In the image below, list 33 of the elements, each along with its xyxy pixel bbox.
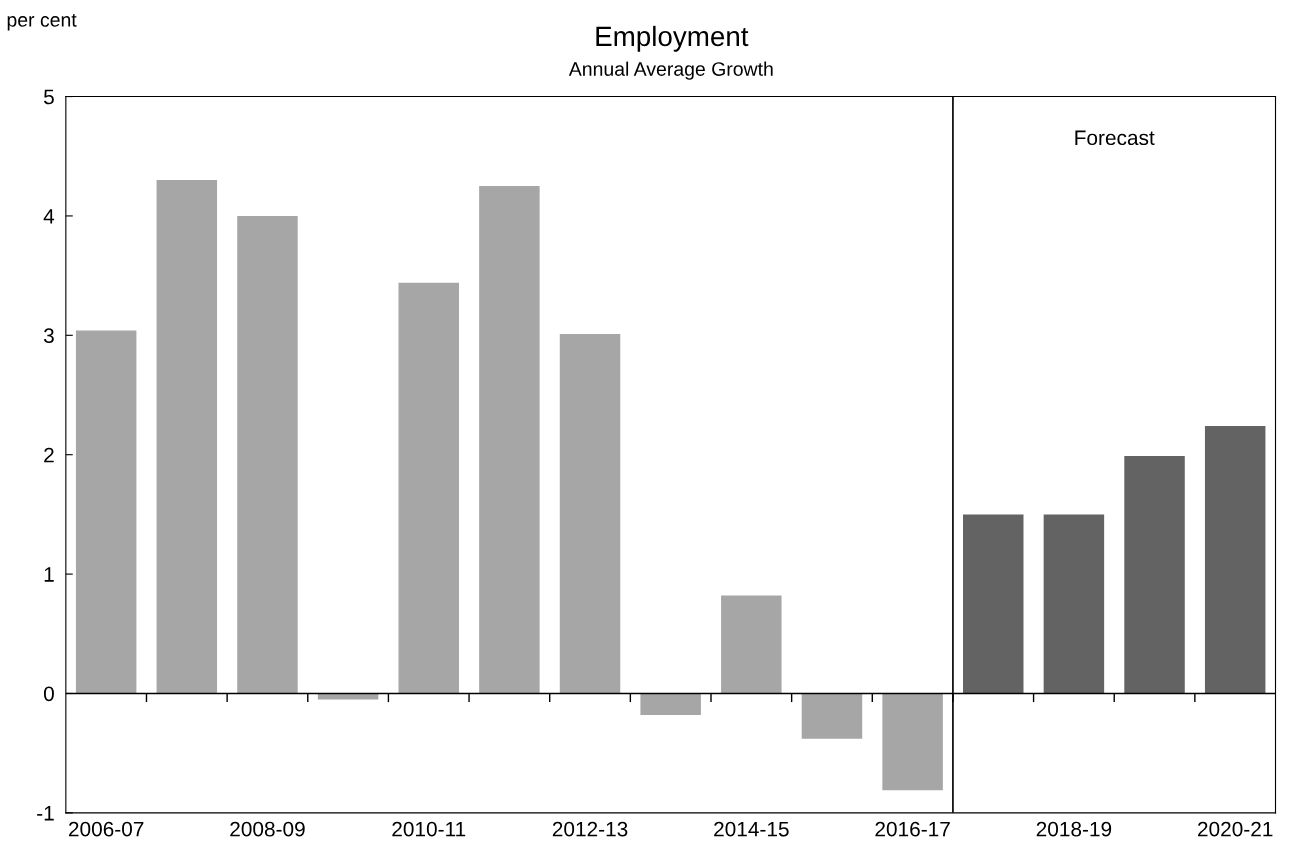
x-tick-label: 2020-21	[1198, 821, 1273, 837]
bar	[882, 693, 943, 791]
x-tick-label: 2010-11	[392, 821, 466, 837]
x-tick-label: 2006-07	[68, 821, 144, 837]
bar	[963, 514, 1024, 694]
y-tick-label: 4	[43, 209, 55, 224]
bar	[156, 180, 218, 694]
chart-subtitle: Annual Average Growth	[568, 61, 773, 80]
y-tick-label: 5	[43, 89, 54, 105]
chart-title: Employment	[596, 25, 749, 52]
bar	[1124, 455, 1185, 694]
bar	[640, 693, 701, 715]
bar	[237, 215, 298, 694]
bar	[721, 595, 782, 694]
bar	[1204, 426, 1266, 694]
bar	[398, 282, 459, 694]
y-tick-label: 1	[44, 567, 54, 582]
y-tick-label: 0	[43, 686, 54, 702]
bar	[801, 693, 863, 739]
bar	[479, 186, 540, 694]
y-tick-label: -1	[37, 806, 54, 821]
x-tick-label: 2012-13	[552, 821, 628, 837]
x-tick-label: 2008-09	[230, 821, 305, 837]
x-tick-label: 2014-15	[714, 821, 789, 837]
y-tick-label: 3	[43, 328, 54, 344]
x-tick-label: 2018-19	[1036, 821, 1112, 837]
y-axis-title: per cent	[7, 14, 77, 31]
bar	[559, 334, 621, 694]
annotation: Forecast	[1075, 130, 1155, 146]
bar	[75, 330, 137, 694]
y-tick-label: 2	[44, 447, 54, 463]
bar	[1043, 514, 1105, 694]
x-tick-label: 2016-17	[875, 821, 950, 837]
